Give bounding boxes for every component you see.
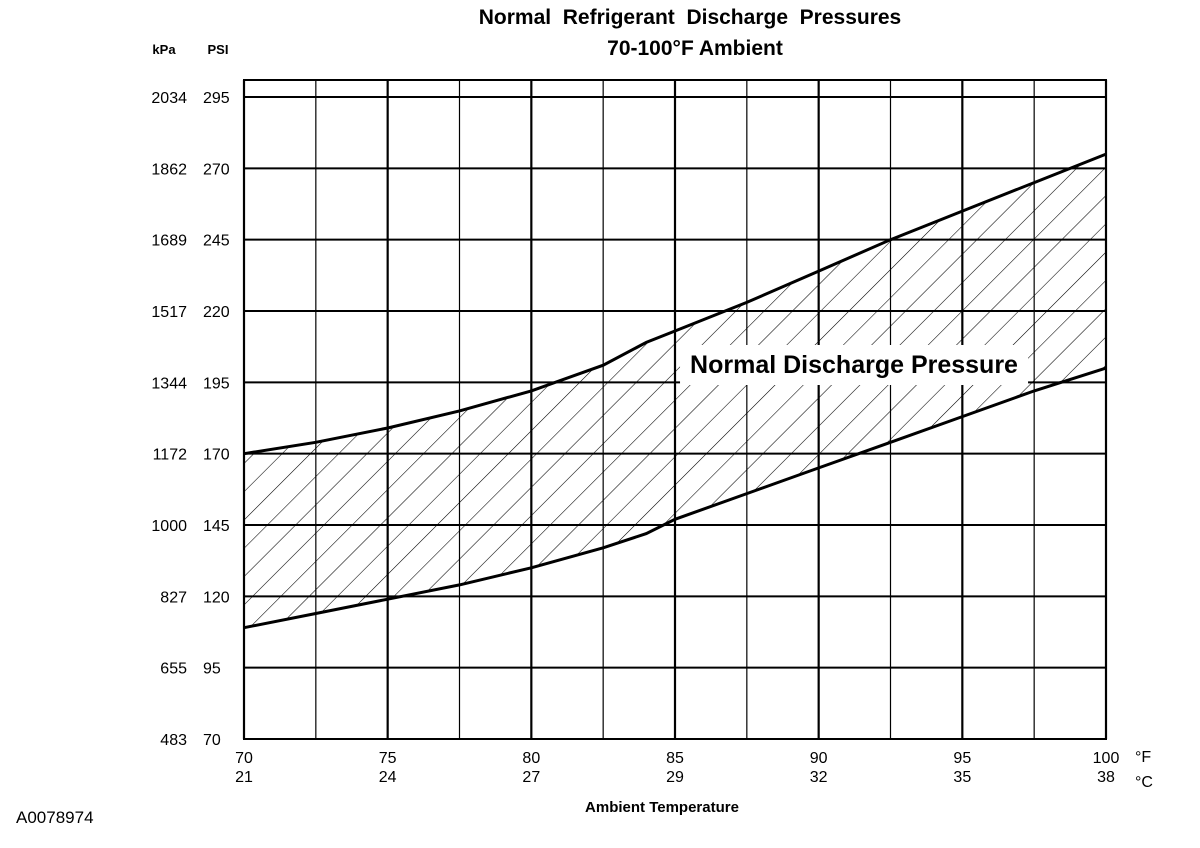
x-tick-label-fahrenheit: 90 xyxy=(810,750,828,767)
normal-pressure-band xyxy=(244,154,1106,628)
x-tick-label-celsius: 24 xyxy=(379,769,397,786)
x-unit-secondary: °C xyxy=(1135,774,1153,791)
y-tick-label-kpa: 655 xyxy=(160,661,187,678)
y-tick-labels: 483 70 655 95 827 120 1000 145 1172 170 1344 195 151… xyxy=(151,90,229,749)
x-tick-label-fahrenheit: 85 xyxy=(666,750,684,767)
figure-id: A0078974 xyxy=(16,808,94,827)
y-tick-label-psi: 170 xyxy=(203,447,230,464)
y-unit-primary: PSI xyxy=(208,42,229,57)
x-tick-label-fahrenheit: 100 xyxy=(1093,750,1120,767)
x-tick-label-fahrenheit: 70 xyxy=(235,750,253,767)
y-tick-label-psi: 145 xyxy=(203,518,230,535)
x-tick-label-fahrenheit: 95 xyxy=(953,750,971,767)
chart-title: Normal Refrigerant Discharge Pressures xyxy=(479,6,902,29)
y-tick-label-kpa: 1862 xyxy=(151,161,187,178)
x-tick-label-celsius: 27 xyxy=(522,769,540,786)
y-tick-label-kpa: 1689 xyxy=(151,233,187,250)
y-tick-label-psi: 245 xyxy=(203,233,230,250)
y-tick-label-psi: 220 xyxy=(203,304,230,321)
y-tick-label-kpa: 1000 xyxy=(151,518,187,535)
y-tick-label-kpa: 483 xyxy=(160,732,187,749)
y-tick-label-kpa: 827 xyxy=(160,589,187,606)
chart-subtitle: 70-100°F Ambient xyxy=(607,37,783,60)
x-tick-labels: 70 21 75 24 80 27 85 29 90 32 95 35 100 38 xyxy=(235,750,1119,786)
x-tick-label-celsius: 21 xyxy=(235,769,253,786)
y-tick-label-psi: 120 xyxy=(203,589,230,606)
y-tick-label-psi: 270 xyxy=(203,161,230,178)
y-tick-label-psi: 295 xyxy=(203,90,230,107)
x-tick-label-fahrenheit: 75 xyxy=(379,750,397,767)
band-label-background xyxy=(680,345,1029,385)
x-tick-label-celsius: 32 xyxy=(810,769,828,786)
y-unit-secondary: kPa xyxy=(152,42,176,57)
y-tick-label-psi: 95 xyxy=(203,661,221,678)
upper-limit-line xyxy=(243,152,1107,456)
x-unit-primary: °F xyxy=(1135,749,1151,766)
x-tick-label-celsius: 29 xyxy=(666,769,684,786)
y-tick-label-kpa: 2034 xyxy=(151,90,187,107)
y-tick-label-kpa: 1344 xyxy=(151,375,187,392)
x-axis-label: Ambient Temperature xyxy=(585,799,739,816)
lower-limit-line xyxy=(243,366,1107,630)
x-tick-label-fahrenheit: 80 xyxy=(522,750,540,767)
y-tick-label-kpa: 1517 xyxy=(151,304,187,321)
y-tick-label-kpa: 1172 xyxy=(153,447,188,464)
x-tick-label-celsius: 35 xyxy=(953,769,971,786)
band-label: Normal Discharge Pressure xyxy=(690,351,1018,379)
y-tick-label-psi: 70 xyxy=(203,732,221,749)
y-tick-label-psi: 195 xyxy=(203,375,230,392)
x-tick-label-celsius: 38 xyxy=(1097,769,1115,786)
